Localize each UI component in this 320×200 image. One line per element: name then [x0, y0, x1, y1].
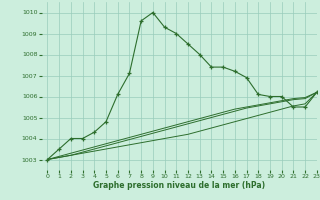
- X-axis label: Graphe pression niveau de la mer (hPa): Graphe pression niveau de la mer (hPa): [93, 181, 265, 190]
